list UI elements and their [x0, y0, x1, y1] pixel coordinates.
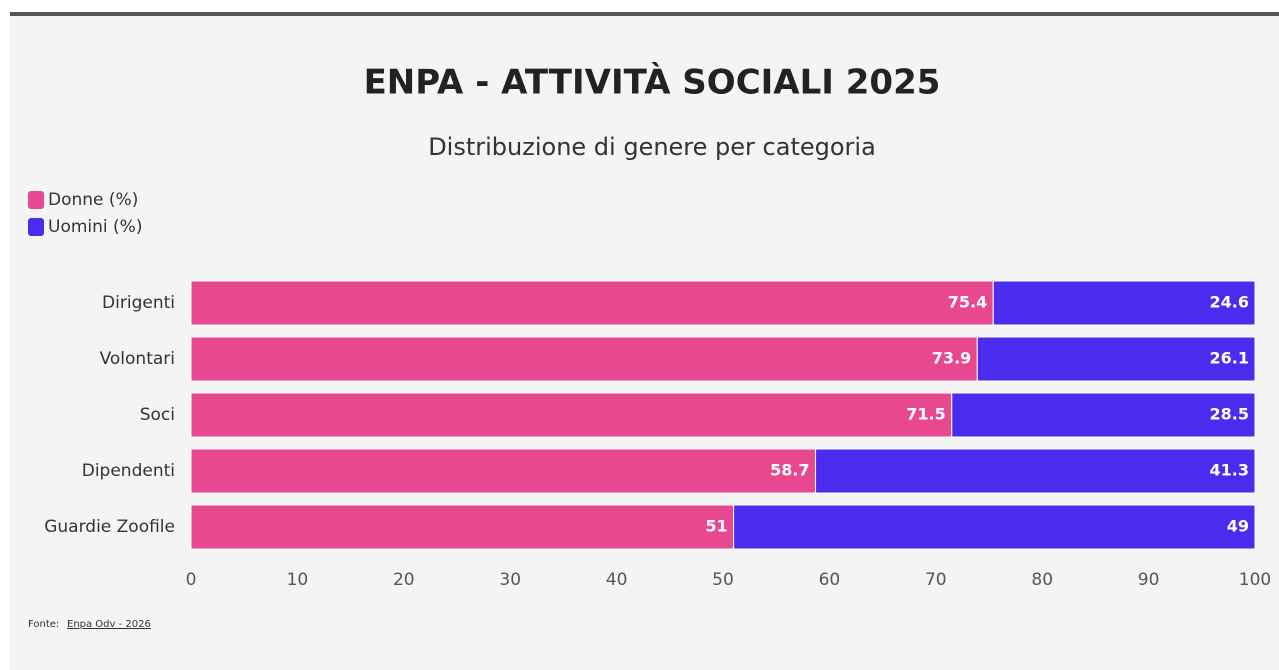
legend-swatch — [28, 218, 44, 236]
x-tick-label: 100 — [1239, 570, 1271, 590]
source-link[interactable]: Enpa Odv - 2026 — [67, 619, 151, 630]
bar-segment — [190, 504, 735, 550]
y-tick-label: Volontari — [100, 349, 175, 369]
bar-segment — [190, 336, 978, 382]
y-tick-label: Dipendenti — [82, 461, 175, 481]
bar-segment — [951, 392, 1256, 438]
bar-segment — [190, 392, 953, 438]
legend-label: Uomini (%) — [48, 217, 142, 237]
legend-label: Donne (%) — [48, 190, 138, 210]
bar-segment — [190, 280, 994, 326]
x-tick-label: 50 — [712, 570, 734, 590]
y-tick-label: Guardie Zoofile — [44, 517, 175, 537]
x-tick-label: 80 — [1031, 570, 1053, 590]
y-tick-label: Dirigenti — [102, 293, 175, 313]
x-tick-label: 30 — [499, 570, 521, 590]
bar-segment — [733, 504, 1256, 550]
value-label: 28.5 — [1210, 405, 1249, 424]
value-label: 73.9 — [932, 349, 971, 368]
chart-subtitle: Distribuzione di genere per categoria — [428, 133, 876, 161]
legend-swatch — [28, 191, 44, 209]
chart-title: ENPA - ATTIVITÀ SOCIALI 2025 — [364, 62, 941, 103]
source-label: Fonte: — [28, 619, 59, 630]
value-label: 51 — [705, 517, 727, 536]
x-tick-label: 60 — [819, 570, 841, 590]
bar-segment — [992, 280, 1256, 326]
value-label: 26.1 — [1210, 349, 1249, 368]
value-label: 41.3 — [1210, 461, 1249, 480]
value-label: 24.6 — [1210, 293, 1249, 312]
y-tick-label: Soci — [140, 405, 175, 425]
bar-segment — [976, 336, 1256, 382]
value-label: 75.4 — [948, 293, 987, 312]
x-tick-label: 20 — [393, 570, 415, 590]
x-tick-label: 0 — [186, 570, 197, 590]
value-label: 58.7 — [770, 461, 809, 480]
x-tick-label: 90 — [1138, 570, 1160, 590]
top-rule — [10, 12, 1279, 16]
bar-segment — [815, 448, 1256, 494]
x-tick-label: 70 — [925, 570, 947, 590]
x-tick-label: 40 — [606, 570, 628, 590]
value-label: 71.5 — [906, 405, 945, 424]
value-label: 49 — [1227, 517, 1249, 536]
x-tick-label: 10 — [287, 570, 309, 590]
bar-segment — [190, 448, 817, 494]
